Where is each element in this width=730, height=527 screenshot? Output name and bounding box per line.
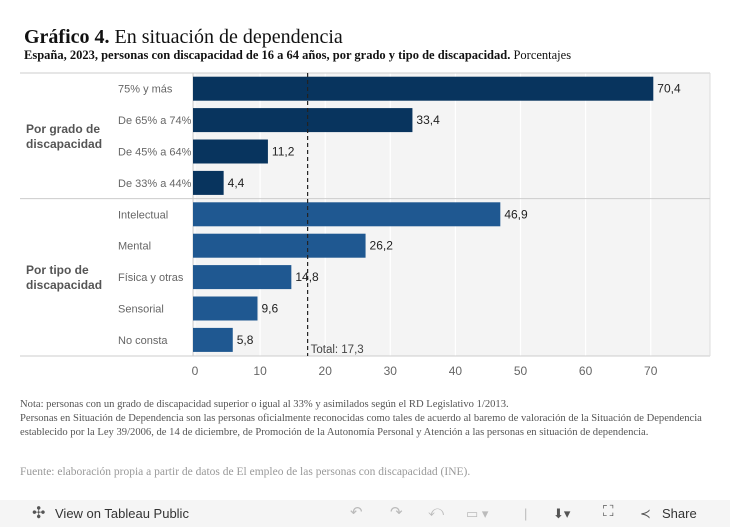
x-tick-label: 30 <box>384 364 398 378</box>
chart-subtitle: España, 2023, personas con discapacidad … <box>24 48 572 62</box>
chart-title: Gráfico 4. En situación de dependencia <box>24 26 343 48</box>
data-label: 33,4 <box>416 113 440 127</box>
bar <box>193 327 233 352</box>
tableau-logo-icon: ✣ <box>32 505 46 522</box>
bar <box>193 76 654 101</box>
download-icon[interactable]: ⬇▾ <box>553 506 571 521</box>
refresh-icon[interactable]: ▭ ▾ <box>466 506 489 521</box>
view-on-tableau-link[interactable]: View on Tableau Public <box>55 506 189 521</box>
share-button[interactable]: Share <box>662 506 697 521</box>
bar <box>193 202 501 227</box>
redo-icon[interactable]: ↷ <box>390 504 403 521</box>
bar-chart: 0 10 20 30 40 50 60 70 Por grado de discapacidad 7… <box>20 72 711 378</box>
reference-line-label: Total: 17,3 <box>311 344 364 356</box>
data-label: 46,9 <box>504 207 528 221</box>
x-tick-label: 0 <box>192 364 199 378</box>
revert-icon[interactable]: ⤺ <box>428 503 445 520</box>
category-label: Mental <box>118 241 151 253</box>
bar <box>193 108 413 133</box>
x-tick-label: 70 <box>644 364 658 378</box>
category-label: De 45% a 64% <box>118 147 192 159</box>
x-tick-label: 20 <box>319 364 333 378</box>
category-label: De 65% a 74% <box>118 115 192 127</box>
bar <box>193 296 258 321</box>
data-label: 70,4 <box>657 82 681 96</box>
bar <box>193 265 292 290</box>
x-tick-label: 10 <box>253 364 267 378</box>
notes: Nota: personas con un grado de discapaci… <box>20 398 710 440</box>
data-label: 4,4 <box>228 176 245 190</box>
data-label: 9,6 <box>261 302 278 316</box>
category-label: 75% y más <box>118 84 173 96</box>
group-label: Por tipo de discapacidad <box>26 263 102 292</box>
group-label: Por grado de discapacidad <box>26 122 102 151</box>
divider: | <box>524 506 528 521</box>
category-label: No consta <box>118 335 168 347</box>
category-label: Intelectual <box>118 209 168 221</box>
category-label: Física y otras <box>118 272 184 284</box>
share-icon[interactable]: ≺ <box>640 506 651 521</box>
note-1: Nota: personas con un grado de discapaci… <box>20 399 509 410</box>
x-tick-label: 50 <box>514 364 528 378</box>
x-tick-label: 60 <box>579 364 593 378</box>
fullscreen-icon[interactable]: ⛶ <box>603 503 614 520</box>
data-label: 11,2 <box>272 145 295 159</box>
tableau-toolbar: ✣ View on Tableau Public ↶ ↷ ⤺ ▭ ▾ | ⬇▾ … <box>0 500 730 527</box>
bar <box>193 170 224 195</box>
data-label: 5,8 <box>237 333 254 347</box>
data-label: 26,2 <box>370 239 394 253</box>
source: Fuente: elaboración propia a partir de d… <box>20 466 471 478</box>
bar <box>193 139 268 164</box>
x-tick-label: 40 <box>449 364 463 378</box>
category-label: Sensorial <box>118 304 164 316</box>
note-2: Personas en Situación de Dependencia son… <box>20 413 702 438</box>
undo-icon[interactable]: ↶ <box>350 504 363 521</box>
bar <box>193 233 366 258</box>
category-label: De 33% a 44% <box>118 178 192 190</box>
